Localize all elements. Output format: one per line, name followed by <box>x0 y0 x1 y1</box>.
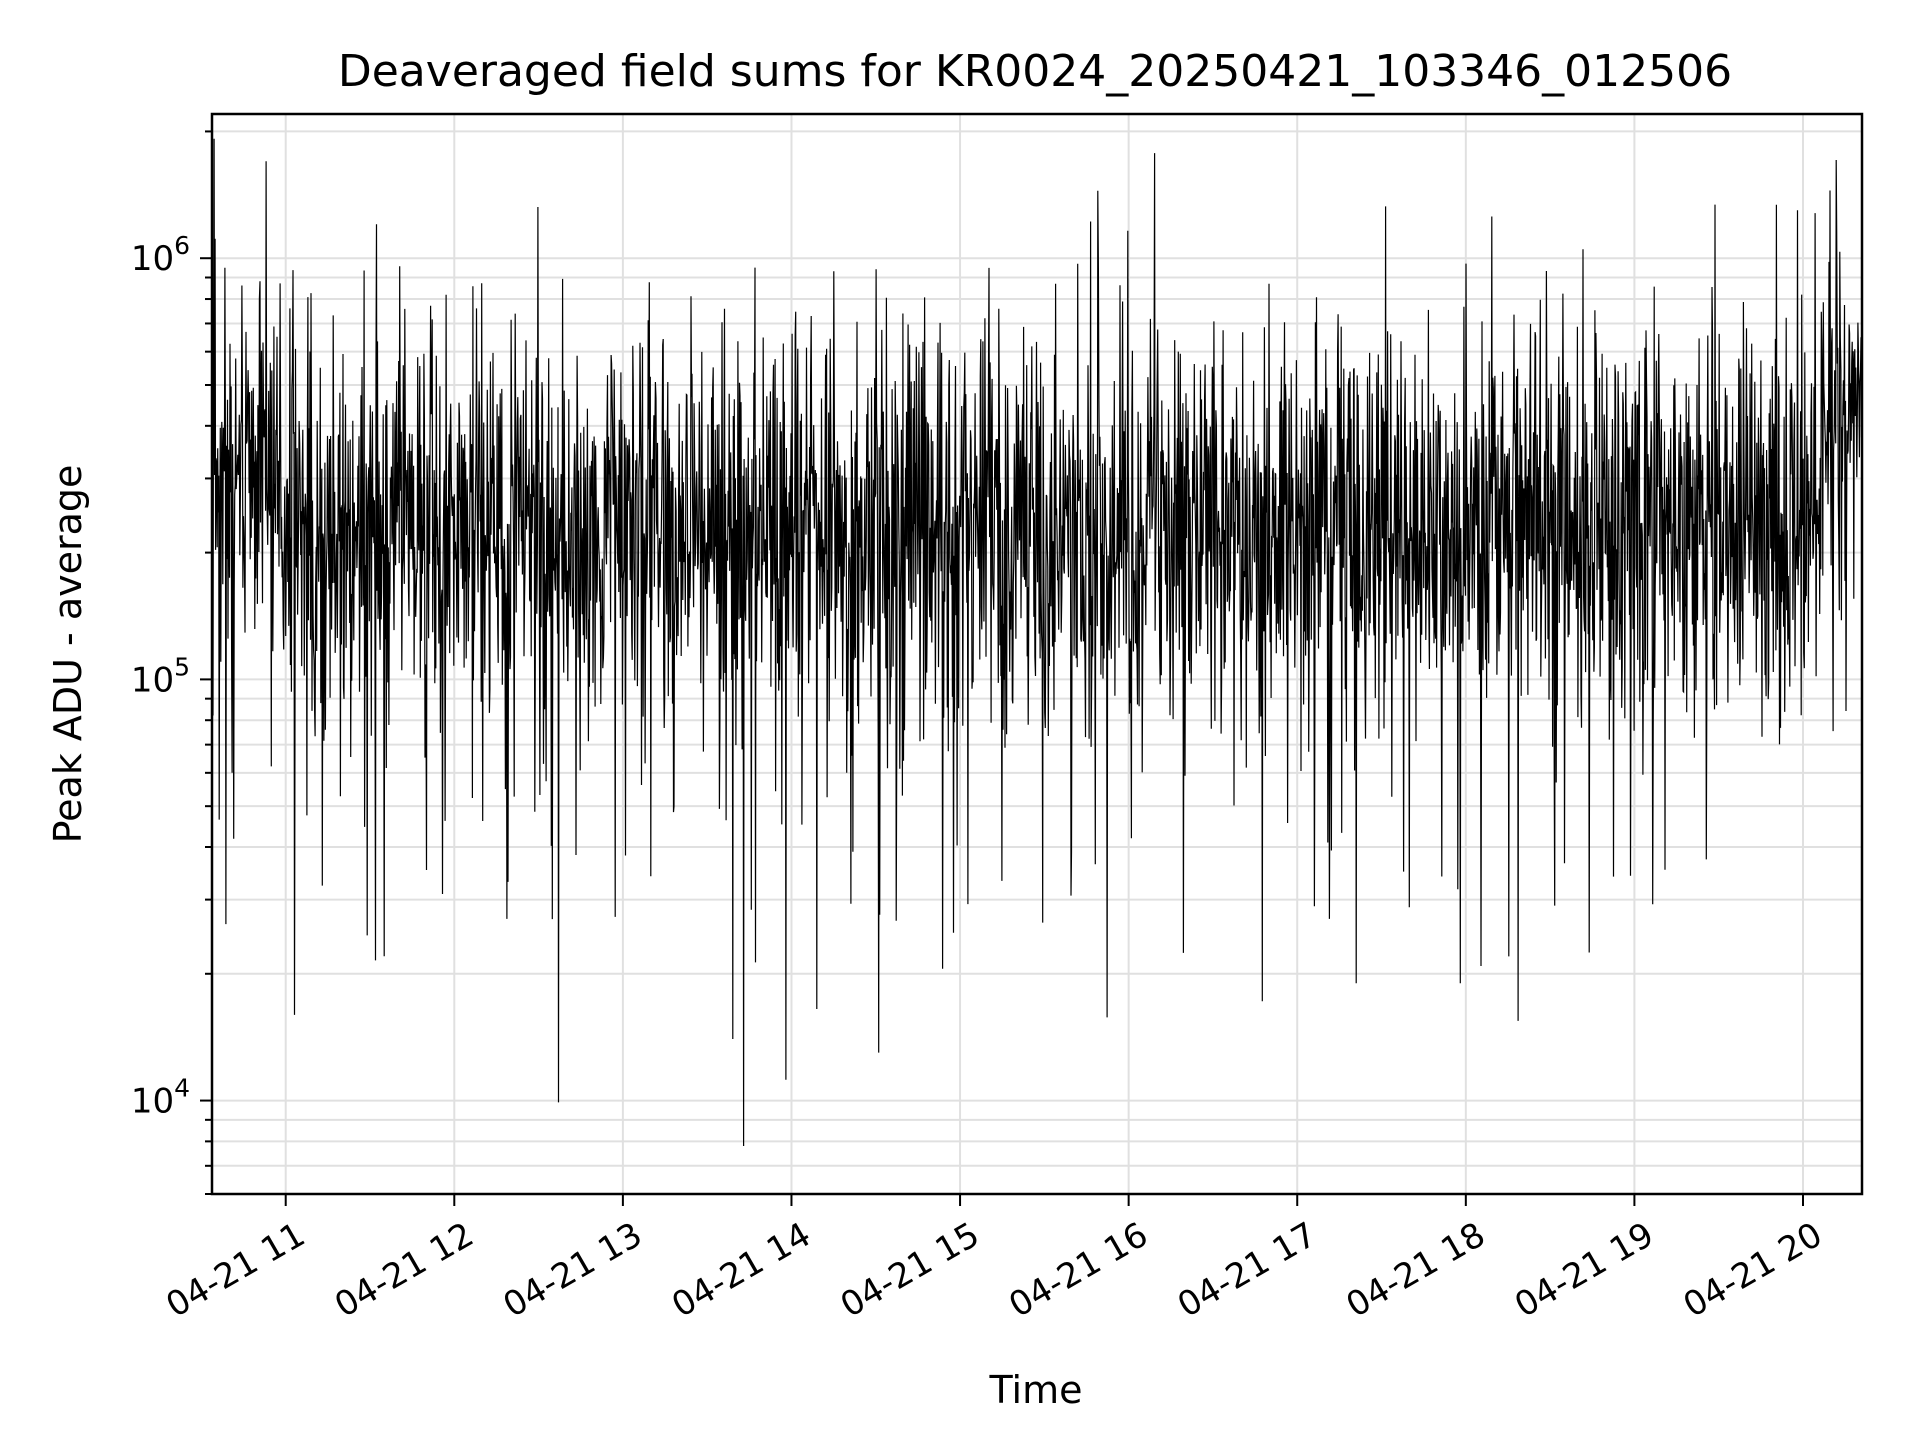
chart-title: Deaveraged field sums for KR0024_2025042… <box>338 46 1732 97</box>
y-tick-label: 106 <box>131 231 190 279</box>
y-tick-label: 104 <box>131 1074 190 1122</box>
plot-frame <box>210 112 1864 1196</box>
data-line <box>211 138 1863 1147</box>
y-axis-label: Peak ADU - average <box>46 465 90 844</box>
y-axis: 104 105 106 <box>131 130 212 1195</box>
series-line <box>211 138 1863 1147</box>
y-tick-label: 105 <box>131 652 190 700</box>
x-axis-label: Time <box>989 1368 1083 1412</box>
